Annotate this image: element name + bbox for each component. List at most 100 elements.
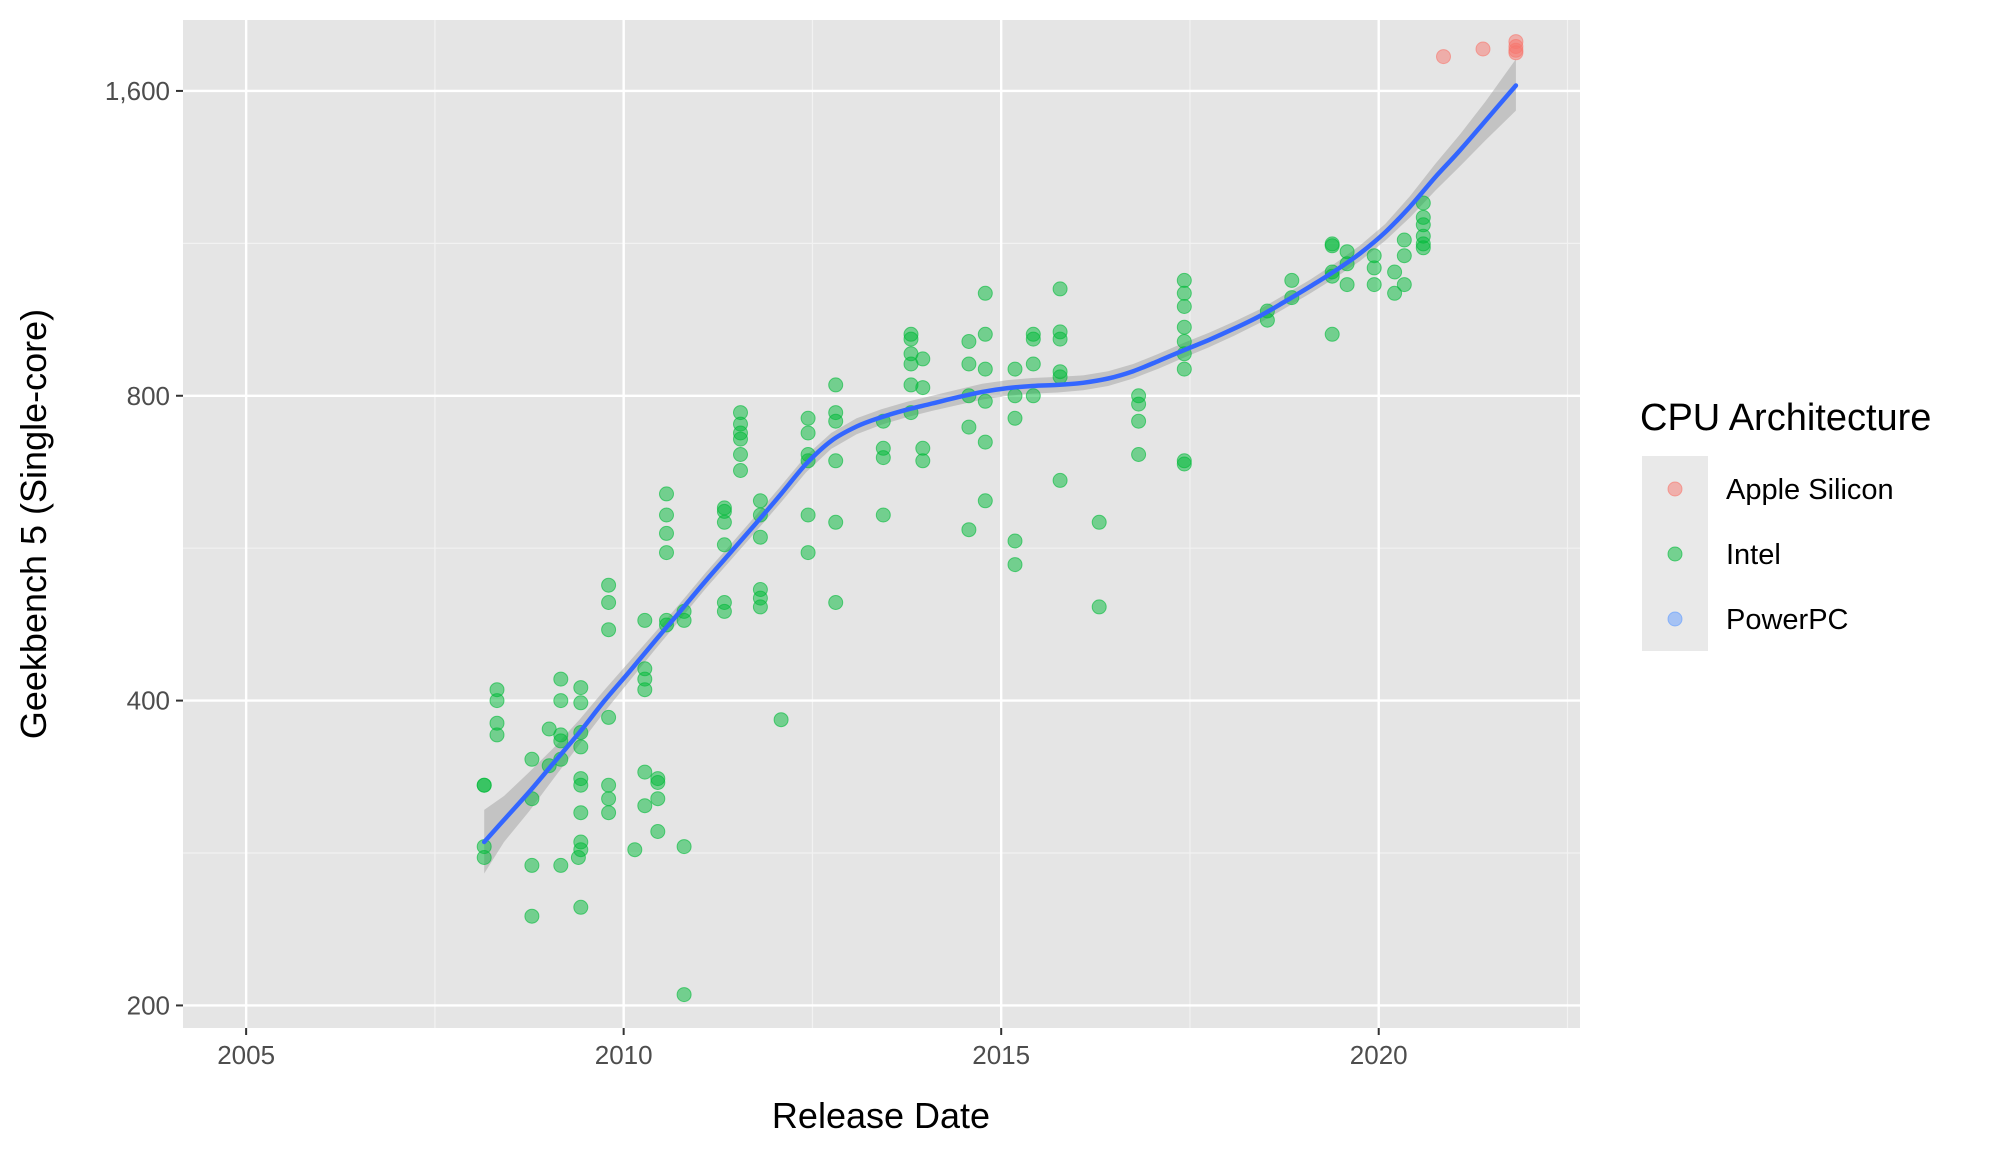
point-intel xyxy=(828,377,844,393)
point-intel xyxy=(977,361,993,377)
point-intel xyxy=(977,393,993,409)
line-layer xyxy=(481,83,1519,845)
point-intel xyxy=(1007,533,1023,549)
point-intel xyxy=(1396,248,1412,264)
point-intel xyxy=(1324,326,1340,342)
point-intel xyxy=(476,850,492,865)
point-intel xyxy=(573,842,589,858)
point-intel xyxy=(601,777,617,793)
point-intel xyxy=(573,899,589,915)
point-intel xyxy=(676,612,692,628)
x-tick-label: 2010 xyxy=(595,1040,653,1070)
point-intel xyxy=(1176,361,1192,377)
x-tick-label: 2005 xyxy=(217,1040,275,1070)
point-intel xyxy=(601,595,617,610)
point-intel xyxy=(875,450,891,466)
point-intel xyxy=(752,529,768,545)
point-intel xyxy=(1052,281,1068,297)
legend-entries: Apple Silicon Intel PowerPC xyxy=(1667,474,1894,636)
point-intel xyxy=(1007,361,1023,377)
point-intel xyxy=(752,493,768,509)
point-intel xyxy=(875,507,891,523)
point-intel xyxy=(1052,472,1068,488)
point-intel xyxy=(476,777,492,793)
point-intel xyxy=(828,595,844,610)
point-intel xyxy=(489,693,505,709)
point-intel xyxy=(1131,447,1147,462)
point-intel xyxy=(1025,331,1041,347)
trend-line xyxy=(481,83,1519,845)
point-intel xyxy=(1176,456,1192,472)
point-intel xyxy=(1339,277,1355,293)
point-intel xyxy=(524,751,540,767)
point-intel xyxy=(524,857,540,873)
point-apple-silicon xyxy=(1436,49,1451,65)
point-intel xyxy=(977,285,993,301)
point-intel xyxy=(800,425,816,441)
point-intel xyxy=(676,987,692,1003)
point-intel xyxy=(915,440,931,456)
point-intel xyxy=(1131,396,1147,412)
point-intel xyxy=(1091,514,1107,530)
point-intel xyxy=(553,693,569,709)
point-intel xyxy=(1366,260,1382,276)
point-intel xyxy=(601,805,617,821)
point-intel xyxy=(676,839,692,855)
point-intel xyxy=(650,775,666,790)
plot-panel xyxy=(183,20,1580,1028)
point-intel xyxy=(573,739,589,755)
point-intel xyxy=(1131,413,1147,429)
point-intel xyxy=(800,507,816,523)
point-intel xyxy=(1387,285,1403,301)
point-intel xyxy=(961,334,977,349)
point-intel xyxy=(650,791,666,807)
point-intel xyxy=(1052,331,1068,347)
point-intel xyxy=(650,824,666,839)
point-intel xyxy=(1176,272,1192,288)
point-intel xyxy=(659,486,674,502)
point-apple-silicon xyxy=(1508,45,1524,61)
y-axis-title: Geekbench 5 (Single-core) xyxy=(13,309,54,739)
point-intel xyxy=(716,603,732,619)
point-intel xyxy=(977,326,993,342)
point-intel xyxy=(601,791,617,807)
y-tick-label: 200 xyxy=(127,990,170,1020)
point-intel xyxy=(1007,557,1023,573)
legend-label: Intel xyxy=(1726,539,1781,571)
x-tick-label: 2015 xyxy=(972,1040,1030,1070)
point-intel xyxy=(961,522,977,538)
point-intel xyxy=(1052,369,1068,385)
point-intel xyxy=(1396,232,1412,248)
point-intel xyxy=(1025,388,1041,404)
point-intel xyxy=(961,419,977,435)
point-intel xyxy=(637,798,653,814)
point-intel xyxy=(553,671,569,687)
point-intel xyxy=(1324,238,1340,254)
point-intel xyxy=(1025,356,1041,372)
point-intel xyxy=(903,331,919,347)
point-intel xyxy=(961,356,977,372)
point-intel xyxy=(1415,240,1431,256)
point-intel xyxy=(733,463,748,478)
point-intel xyxy=(601,709,617,725)
point-intel xyxy=(659,525,674,541)
point-intel xyxy=(659,507,674,523)
legend-title: CPU Architecture xyxy=(1640,397,1931,439)
legend: CPU Architecture Apple Silicon Intel Power… xyxy=(1640,397,1931,651)
point-apple-silicon xyxy=(1475,41,1491,57)
point-intel xyxy=(716,514,732,530)
point-intel xyxy=(489,727,505,743)
point-intel xyxy=(1091,599,1107,615)
x-tick-label: 2020 xyxy=(1350,1040,1408,1070)
y-tick-label: 800 xyxy=(127,381,170,411)
point-intel xyxy=(524,908,540,924)
grid-layer xyxy=(183,20,1580,1028)
point-intel xyxy=(1366,277,1382,293)
point-intel xyxy=(1007,388,1023,404)
point-intel xyxy=(977,434,993,450)
y-tick-label: 400 xyxy=(127,686,170,716)
point-intel xyxy=(573,805,589,821)
point-intel xyxy=(637,612,653,628)
point-intel xyxy=(977,493,993,509)
point-intel xyxy=(828,514,844,530)
